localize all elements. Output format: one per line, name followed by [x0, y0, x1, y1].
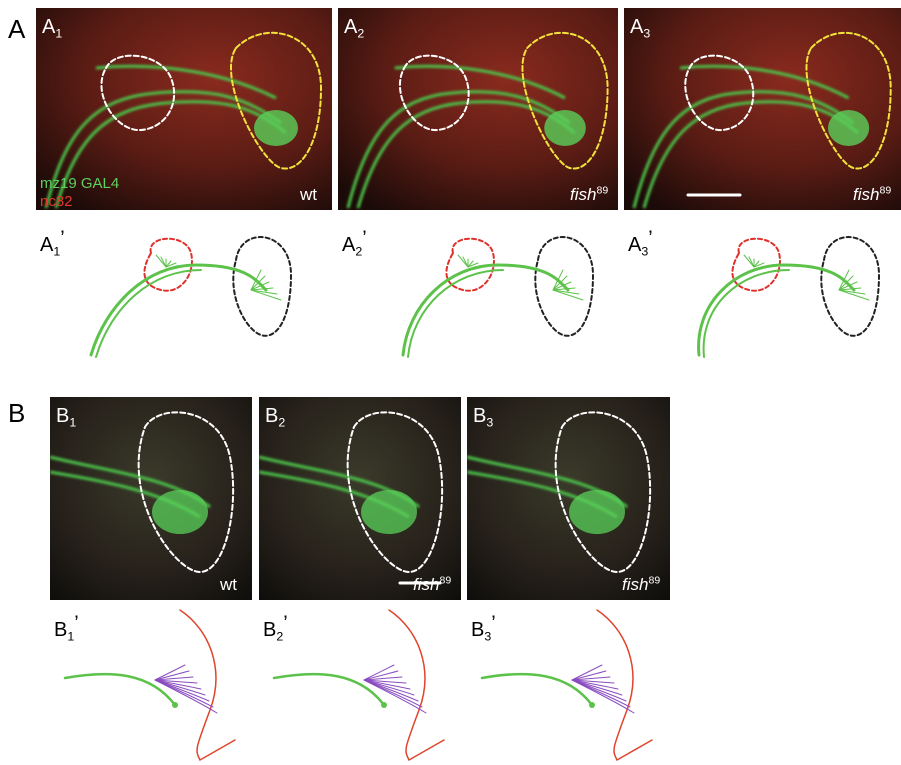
glomerulus [254, 110, 298, 146]
label-mark: ’ [74, 612, 78, 634]
drawing-label: B1’ [54, 612, 79, 643]
label-base: A [42, 16, 56, 38]
tissue [259, 397, 461, 600]
drawing-label: B2’ [263, 612, 288, 643]
panel-letter: A [8, 14, 26, 44]
label-sub: 1 [69, 415, 76, 429]
neuron-trace [403, 265, 568, 355]
outline [597, 610, 652, 760]
label-sup: 89 [439, 575, 451, 587]
tissue [467, 397, 670, 600]
branch [572, 680, 634, 713]
label-sup: 89 [596, 185, 608, 197]
label-base: wt [219, 575, 237, 594]
label-sub: 3 [643, 26, 650, 40]
channel-label: mz19 GAL4 [40, 175, 119, 192]
genotype: wt [219, 575, 237, 594]
drawing-label: B3’ [471, 612, 496, 643]
glomerulus [361, 490, 417, 534]
micrograph [259, 397, 461, 600]
micrograph [624, 8, 901, 210]
genotype: wt [299, 185, 317, 204]
label-sup: 89 [879, 185, 891, 197]
branch [364, 680, 426, 713]
tissue [624, 8, 901, 210]
label-base: fish [570, 185, 596, 204]
label-mark: ’ [283, 612, 287, 634]
drawing-label: A3’ [628, 227, 653, 258]
label-base: fish [853, 185, 879, 204]
micrograph [338, 8, 618, 210]
neuron-trace [704, 270, 789, 357]
label-sup: 89 [648, 575, 660, 587]
branch [553, 290, 579, 294]
label-base: B [265, 405, 278, 427]
label-sub: 1 [55, 26, 62, 40]
label-sub: 2 [357, 26, 364, 40]
label-mark: ’ [60, 227, 64, 249]
label-base: A [344, 16, 358, 38]
soma [589, 702, 595, 708]
branch [155, 680, 217, 713]
label-mark: ’ [362, 227, 366, 249]
soma [381, 702, 387, 708]
label-mark: ’ [491, 612, 495, 634]
panel-letter: B [8, 398, 25, 428]
label-base: A [630, 16, 644, 38]
label-base: fish [622, 575, 648, 594]
micrograph [467, 397, 670, 600]
label-base: B [471, 619, 484, 641]
branch [251, 270, 261, 290]
branch [839, 290, 865, 294]
outline [389, 610, 444, 760]
soma [172, 702, 178, 708]
tissue [338, 8, 618, 210]
label-base: B [56, 405, 69, 427]
label-base: B [263, 619, 276, 641]
label-base: A [628, 234, 642, 256]
label-sub: 2 [278, 415, 285, 429]
drawing-label: A2’ [342, 227, 367, 258]
glomerulus [828, 110, 869, 146]
label-base: B [473, 405, 486, 427]
glomerulus [569, 490, 625, 534]
glomerulus [152, 490, 208, 534]
branch [839, 270, 849, 290]
tissue [50, 397, 252, 600]
neuron-trace [699, 265, 854, 355]
label-base: B [54, 619, 67, 641]
figure: ABA1wtA2fish89A3fish89mz19 GAL4nc82A1’A2… [0, 0, 901, 765]
micrograph [50, 397, 252, 600]
label-sub: 3 [486, 415, 493, 429]
label-base: A [342, 234, 356, 256]
label-mark: ’ [648, 227, 652, 249]
label-base: wt [299, 185, 317, 204]
branch [553, 270, 563, 290]
channel-label: nc82 [40, 193, 73, 210]
branch [251, 290, 277, 294]
glomerulus [544, 110, 586, 146]
neuron-trace [408, 270, 503, 357]
drawing-label: A1’ [40, 227, 65, 258]
label-base: A [40, 234, 54, 256]
outline [180, 610, 235, 760]
